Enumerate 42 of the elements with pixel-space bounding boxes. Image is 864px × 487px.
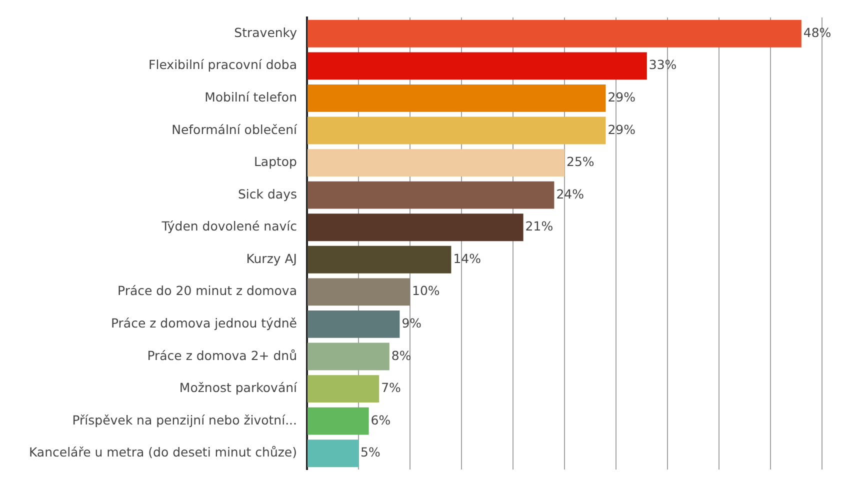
bar — [308, 440, 358, 468]
y-tick-label: Laptop — [254, 154, 298, 170]
data-label: 25% — [566, 154, 594, 170]
data-label: 24% — [556, 186, 584, 202]
data-label: 9% — [402, 315, 422, 330]
y-tick-label: Mobilní telefon — [204, 89, 297, 104]
data-label: 33% — [648, 57, 677, 72]
bar — [308, 149, 564, 177]
bar — [308, 310, 400, 338]
y-tick-label: Práce z domova jednou týdně — [110, 315, 298, 330]
data-label: 7% — [381, 380, 402, 396]
bar — [308, 181, 554, 209]
data-label: 21% — [525, 218, 554, 234]
bar — [308, 20, 802, 48]
data-label: 10% — [412, 283, 440, 298]
bar — [308, 52, 647, 80]
bar — [308, 375, 380, 403]
data-label: 14% — [453, 250, 482, 266]
y-tick-label: Práce do 20 minut z domova — [118, 283, 297, 298]
bar — [308, 214, 524, 242]
data-label: 48% — [803, 24, 832, 40]
data-label: 8% — [391, 348, 412, 363]
y-tick-label: Kurzy AJ — [246, 250, 297, 266]
y-tick-label: Kanceláře u metra (do deseti minut chůze) — [28, 444, 297, 460]
bar — [308, 278, 410, 306]
bar — [308, 407, 369, 435]
bar — [308, 84, 606, 112]
y-tick-label: Možnost parkování — [179, 380, 298, 396]
bar — [308, 116, 606, 144]
y-tick-label: Flexibilní pracovní doba — [148, 57, 297, 72]
data-label: 5% — [360, 444, 380, 460]
y-tick-label: Sick days — [238, 186, 297, 202]
data-label: 6% — [370, 412, 391, 428]
data-label: 29% — [608, 89, 636, 104]
bar — [308, 342, 390, 370]
data-label: 29% — [608, 122, 636, 137]
y-tick-label: Příspěvek na penzijní nebo životní... — [72, 412, 297, 428]
bar — [308, 246, 452, 274]
y-tick-label: Neformální oblečení — [172, 122, 298, 137]
y-tick-label: Týden dovolené navíc — [160, 218, 298, 234]
y-tick-label: Stravenky — [234, 24, 298, 40]
y-tick-label: Práce z domova 2+ dnů — [147, 348, 297, 363]
